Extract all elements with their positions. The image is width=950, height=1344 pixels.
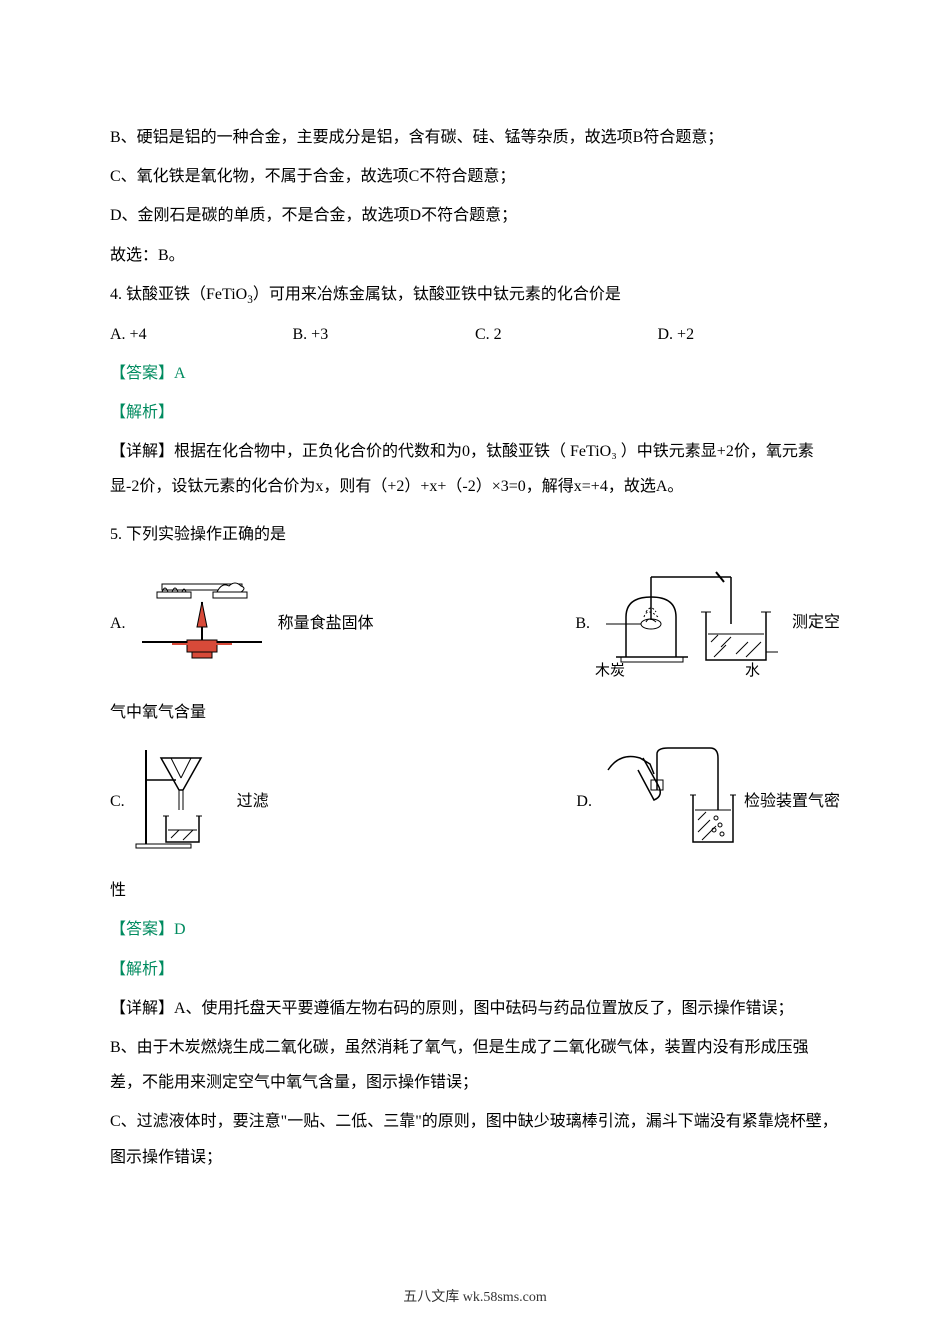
q5-detail-c: C、过滤液体时，要注意"一贴、二低、三靠"的原则，图中缺少玻璃棒引流，漏斗下端没… [110, 1104, 840, 1174]
q5-d-text: 检验装置气密 [744, 784, 840, 819]
q5-a: A. 称量食盐固体 [110, 572, 374, 675]
prev-option-d: D、金刚石是碳的单质，不是合金，故选项D不符合题意； [110, 198, 840, 233]
q4-analysis: 【解析】 [110, 395, 840, 430]
q5-c: C. 过滤 [110, 740, 269, 863]
q5-row-cd: C. 过滤 [110, 740, 840, 863]
q5-b-water-label: 水 [745, 655, 760, 695]
q4-formula: FeTiO3 [206, 286, 253, 303]
page-footer: 五八文库 wk.58sms.com [0, 1283, 950, 1314]
airtight-diagram [598, 740, 738, 863]
q4-detail: 【详解】根据在化合物中，正负化合价的代数和为0，钛酸亚铁（ FeTiO₃ ）中铁… [110, 434, 840, 504]
q4-opt-d: D. +2 [658, 317, 841, 352]
q5-answer: 【答案】D [110, 912, 840, 947]
q4-options: A. +4 B. +3 C. 2 D. +2 [110, 317, 840, 352]
q4-opt-b: B. +3 [293, 317, 476, 352]
q4-opt-c: C. 2 [475, 317, 658, 352]
q5-detail-b: B、由于木炭燃烧生成二氧化碳，虽然消耗了氧气，但是生成了二氧化碳气体，装置内没有… [110, 1030, 840, 1100]
q5-b-charcoal-label: 木炭 [595, 655, 625, 695]
q4-stem: 4. 钛酸亚铁（FeTiO3）可用来冶炼金属钛，钛酸亚铁中钛元素的化合价是 [110, 277, 840, 313]
balance-icon [132, 572, 272, 662]
q5-b-text1: 测定空 [792, 612, 840, 634]
prev-option-b: B、硬铝是铝的一种合金，主要成分是铝，含有碳、硅、锰等杂质，故选项B符合题意； [110, 120, 840, 155]
q5-a-label: A. [110, 606, 126, 641]
prev-option-c: C、氧化铁是氧化物，不属于合金，故选项C不符合题意； [110, 159, 840, 194]
q5-d-continuation: 性 [110, 873, 840, 908]
q5-analysis: 【解析】 [110, 952, 840, 987]
filter-diagram [131, 740, 231, 863]
q4-formula-main: FeTiO [206, 286, 247, 303]
q4-opt-a: A. +4 [110, 317, 293, 352]
q5-b-continuation: 气中氧气含量 [110, 695, 840, 730]
prev-choose: 故选：B。 [110, 238, 840, 273]
q4-suffix: ）可用来冶炼金属钛，钛酸亚铁中钛元素的化合价是 [253, 286, 621, 303]
q5-d: D. [576, 740, 840, 863]
q5-detail-a: 【详解】A、使用托盘天平要遵循左物右码的原则，图中砝码与药品位置放反了，图示操作… [110, 991, 840, 1026]
q5-c-text: 过滤 [237, 784, 269, 819]
balance-diagram [132, 572, 272, 675]
q4-answer: 【答案】A [110, 356, 840, 391]
filter-icon [131, 740, 231, 850]
q5-stem: 5. 下列实验操作正确的是 [110, 517, 840, 552]
airtight-icon [598, 740, 738, 850]
q5-a-text: 称量食盐固体 [278, 606, 374, 641]
q5-c-label: C. [110, 784, 125, 819]
q4-prefix: 4. 钛酸亚铁（ [110, 286, 206, 303]
q5-d-label: D. [576, 784, 592, 819]
q5-b-label: B. [575, 606, 590, 641]
